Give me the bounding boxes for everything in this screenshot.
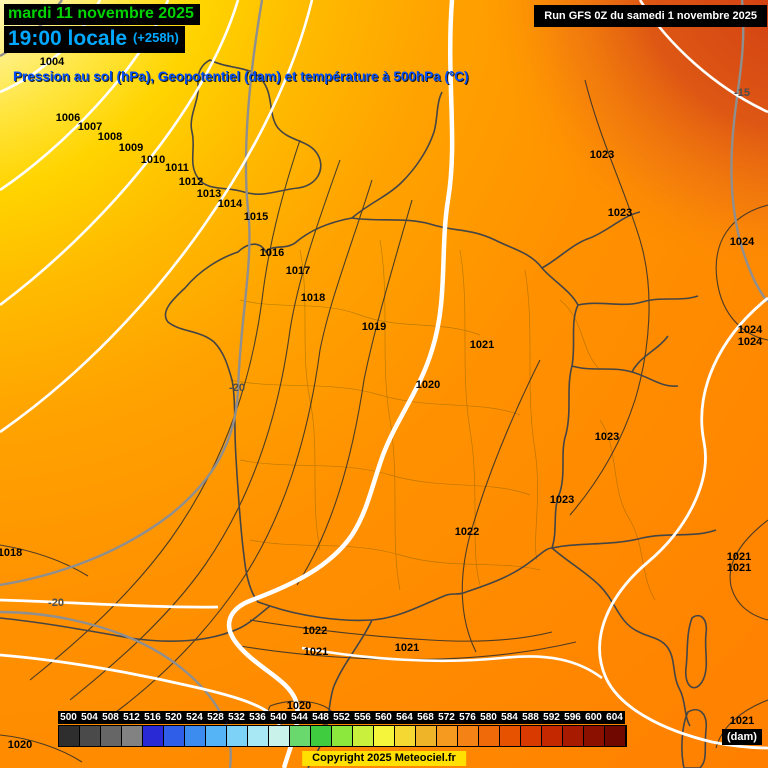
isobar-lines: [0, 79, 768, 763]
legend-value: 572: [436, 711, 457, 724]
legend-value: 504: [79, 711, 100, 724]
legend-value: 528: [205, 711, 226, 724]
legend-swatch: [143, 726, 164, 746]
legend-swatch: [59, 726, 80, 746]
legend-value: 584: [499, 711, 520, 724]
main-geopotential-contour: [226, 0, 455, 768]
legend-swatch: [269, 726, 290, 746]
legend-swatch: [311, 726, 332, 746]
legend-value: 548: [310, 711, 331, 724]
legend-value: 600: [583, 711, 604, 724]
forecast-offset: (+258h): [132, 30, 179, 45]
legend-swatch: [395, 726, 416, 746]
legend-swatch: [605, 726, 626, 746]
legend-color-scale: [58, 725, 627, 747]
run-info: Run GFS 0Z du samedi 1 novembre 2025: [534, 5, 767, 27]
legend-swatch: [248, 726, 269, 746]
legend-swatch: [542, 726, 563, 746]
legend-swatch: [521, 726, 542, 746]
legend-swatch: [458, 726, 479, 746]
sardinia-coast: [681, 708, 708, 768]
legend-value: 588: [520, 711, 541, 724]
benelux-border: [541, 211, 641, 269]
britain-coast: [190, 59, 322, 195]
italy-coast: [551, 547, 691, 727]
legend-swatch: [185, 726, 206, 746]
legend-value: 508: [100, 711, 121, 724]
legend-value: 524: [184, 711, 205, 724]
legend-swatch: [80, 726, 101, 746]
copyright: Copyright 2025 Meteociel.fr: [302, 751, 466, 766]
legend-swatch: [500, 726, 521, 746]
legend-swatch: [479, 726, 500, 746]
france-coast: [164, 217, 579, 622]
germany-border: [577, 295, 699, 306]
legend-swatch: [101, 726, 122, 746]
benelux-coast: [351, 91, 443, 219]
legend-swatch: [206, 726, 227, 746]
legend-value: 552: [331, 711, 352, 724]
legend-value: 568: [415, 711, 436, 724]
department-borders: [229, 239, 656, 601]
legend-value: 604: [604, 711, 625, 724]
legend-value: 544: [289, 711, 310, 724]
legend-swatch: [353, 726, 374, 746]
map-subtitle: Pression au sol (hPa), Geopotentiel (dam…: [13, 69, 469, 84]
legend-swatch: [374, 726, 395, 746]
legend-value: 500: [58, 711, 79, 724]
legend-value: 560: [373, 711, 394, 724]
legend-value: 540: [268, 711, 289, 724]
forecast-date: mardi 11 novembre 2025: [4, 4, 200, 26]
legend-value: 520: [163, 711, 184, 724]
austria-border: [631, 335, 669, 373]
legend-value: 536: [247, 711, 268, 724]
legend-swatch: [563, 726, 584, 746]
legend-unit: (dam): [722, 729, 762, 745]
legend-value: 580: [478, 711, 499, 724]
forecast-time-text: 19:00 locale: [8, 27, 128, 50]
legend-swatch: [416, 726, 437, 746]
corsica-coast: [684, 614, 708, 689]
coastlines: [0, 59, 717, 768]
legend-swatch: [122, 726, 143, 746]
legend-value: 576: [457, 711, 478, 724]
legend-swatch: [332, 726, 353, 746]
legend-value: 512: [121, 711, 142, 724]
legend-swatch: [290, 726, 311, 746]
legend-value: 592: [541, 711, 562, 724]
alps-border: [551, 529, 717, 549]
legend-values-row: 500 504 508 512 516 520 524 528 532 536 540 544 548 5…: [58, 711, 625, 724]
spain-north-coast: [0, 605, 271, 642]
legend-swatch: [437, 726, 458, 746]
legend-swatch: [164, 726, 185, 746]
legend-value: 596: [562, 711, 583, 724]
legend-value: 564: [394, 711, 415, 724]
legend-value: 556: [352, 711, 373, 724]
legend-swatch: [227, 726, 248, 746]
legend-value: 532: [226, 711, 247, 724]
legend-swatch: [584, 726, 605, 746]
forecast-time: 19:00 locale (+258h): [4, 26, 185, 54]
legend-value: 516: [142, 711, 163, 724]
